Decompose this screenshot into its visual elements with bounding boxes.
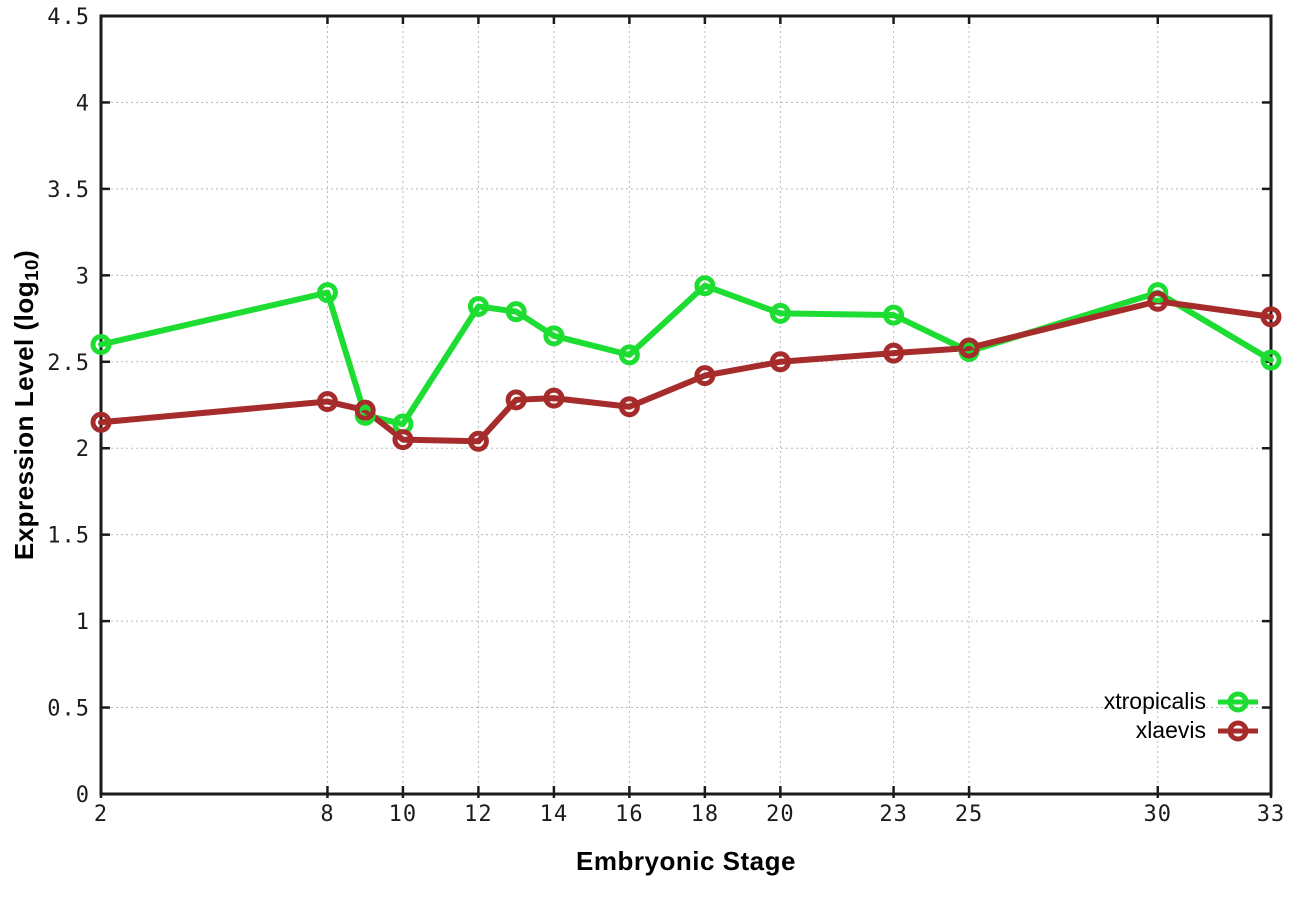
x-tick-label-16: 16 [615,802,644,827]
y-tick-label-1: 1 [76,610,90,635]
marker-xtropicalis-stage-8 [316,282,338,304]
marker-xlaevis-stage-10 [392,429,414,451]
marker-xlaevis-stage-20 [769,351,791,373]
marker-xlaevis-stage-30 [1147,290,1169,312]
x-tick-label-8: 8 [320,802,334,827]
plot-border [99,14,1273,796]
marker-xtropicalis-stage-30 [1147,282,1169,304]
y-tick-label-3.5: 3.5 [47,178,90,203]
marker-xtropicalis-stage-2 [90,333,112,355]
y-tick-label-0: 0 [76,783,90,808]
x-tick-label-30: 30 [1144,802,1173,827]
x-tick-label-23: 23 [879,802,908,827]
y-tick-label-4.5: 4.5 [47,5,90,30]
marker-xtropicalis-stage-20 [769,302,791,324]
x-tick-label-2: 2 [94,802,108,827]
marker-xlaevis-stage-9 [354,399,376,421]
marker-xlaevis-stage-8 [316,391,338,413]
y-tick-label-2: 2 [76,437,90,462]
marker-xtropicalis-stage-16 [618,344,640,366]
marker-xlaevis-stage-25 [958,337,980,359]
marker-xtropicalis-stage-23 [883,304,905,326]
y-tick-label-1.5: 1.5 [47,524,90,549]
y-tick-label-4: 4 [76,91,90,116]
y-axis-title-suffix: ) [9,249,40,260]
marker-xlaevis-stage-12 [467,430,489,452]
x-tick-label-33: 33 [1257,802,1286,827]
series-line-xlaevis [98,298,1274,445]
x-tick-label-18: 18 [691,802,720,827]
legend-sample-line-icon [1218,691,1258,712]
marker-xlaevis-stage-23 [883,342,905,364]
marker-xlaevis-stage-2 [90,411,112,433]
marker-xlaevis-stage-18 [694,365,716,387]
y-tick-label-2.5: 2.5 [47,351,90,376]
legend-label-xtropicalis: xtropicalis [1103,688,1206,714]
marker-xtropicalis-stage-14 [543,325,565,347]
y-tick-label-3: 3 [76,264,90,289]
marker-xtropicalis-stage-12 [467,295,489,317]
legend: xtropicalis xlaevis [1104,687,1260,745]
y-axis-title-prefix: Expression Level (log [9,280,40,561]
marker-xlaevis-stage-13 [505,389,527,411]
legend-label-xlaevis: xlaevis [1135,717,1206,743]
x-tick-label-14: 14 [540,802,569,827]
y-tick-label-0.5: 0.5 [47,697,90,722]
marker-xlaevis-stage-16 [618,396,640,418]
x-tick-label-25: 25 [955,802,984,827]
marker-xlaevis-stage-14 [543,387,565,409]
legend-item-xlaevis: xlaevis [1104,716,1260,745]
legend-item-xtropicalis: xtropicalis [1104,687,1260,716]
marker-xtropicalis-stage-33 [1260,349,1282,371]
x-tick-label-20: 20 [766,802,795,827]
y-axis-title-subscript: 10 [20,259,42,281]
x-tick-label-10: 10 [389,802,418,827]
marker-xtropicalis-stage-18 [694,275,716,297]
marker-xlaevis-stage-33 [1260,306,1282,328]
x-tick-label-12: 12 [464,802,493,827]
marker-xtropicalis-stage-13 [505,301,527,323]
y-axis-title: Expression Level (log10) [9,250,43,560]
legend-sample-line-icon [1218,720,1258,741]
x-axis-title: Embryonic Stage [576,846,796,876]
